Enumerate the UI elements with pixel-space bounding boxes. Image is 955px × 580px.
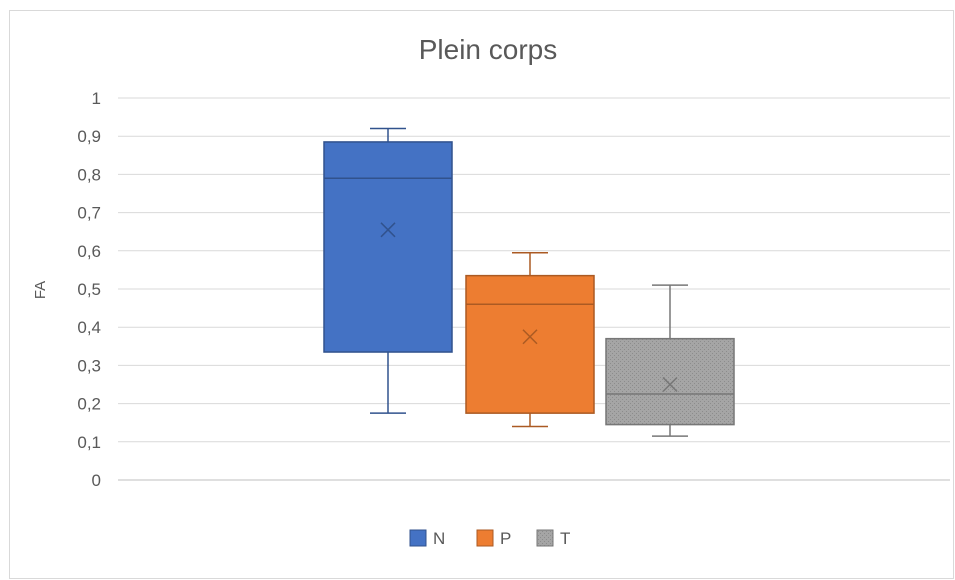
legend-swatch — [536, 529, 554, 547]
box-T — [605, 284, 735, 437]
y-tick-label: 0,4 — [77, 318, 101, 337]
chart-title: Plein corps — [419, 34, 558, 65]
y-tick-label: 0,3 — [77, 356, 101, 375]
y-tick-label: 0,2 — [77, 395, 101, 414]
legend-swatch — [476, 529, 494, 547]
y-tick-labels: 0 0,1 0,2 0,3 0,4 0,5 0,6 0,7 0,8 0,9 1 — [77, 89, 101, 490]
mean-marker — [662, 376, 678, 393]
box-rect — [605, 337, 735, 426]
y-tick-label: 0 — [92, 471, 101, 490]
legend-item-P: P — [476, 529, 511, 548]
mean-marker — [380, 222, 396, 238]
y-tick-label: 0,9 — [77, 127, 101, 146]
box-P — [465, 251, 595, 428]
legend-label: P — [500, 529, 511, 548]
y-tick-label: 1 — [92, 89, 101, 108]
legend-label: T — [560, 529, 570, 548]
y-tick-label: 0,5 — [77, 280, 101, 299]
legend-item-N: N — [409, 529, 445, 548]
box-plots — [323, 127, 735, 437]
chart-svg: Plein corps 0 0,1 0,2 0,3 0,4 0,5 0,6 0,7 0,8 0,9… — [32, 34, 950, 548]
legend-swatch — [409, 529, 427, 547]
mean-marker — [522, 329, 538, 345]
box-N — [323, 127, 453, 414]
y-axis-title: FA — [32, 281, 49, 299]
box-rect — [323, 141, 453, 353]
y-tick-label: 0,1 — [77, 433, 101, 452]
legend-item-T: T — [536, 529, 570, 548]
y-tick-label: 0,6 — [77, 242, 101, 261]
box-rect — [465, 274, 595, 414]
legend-label: N — [433, 529, 445, 548]
y-tick-label: 0,7 — [77, 204, 101, 223]
chart-frame: Plein corps 0 0,1 0,2 0,3 0,4 0,5 0,6 0,7 0,8 0,9… — [9, 10, 954, 579]
y-tick-label: 0,8 — [77, 165, 101, 184]
